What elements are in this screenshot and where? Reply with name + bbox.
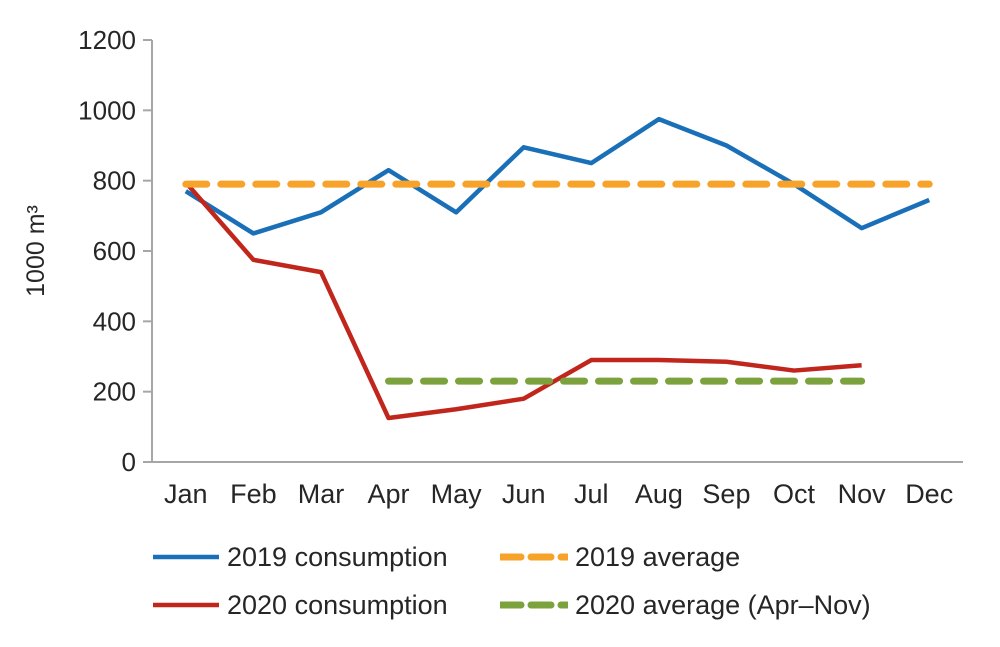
x-tick-label: Nov bbox=[838, 479, 887, 509]
series-line-1 bbox=[184, 180, 862, 421]
y-tick-label: 0 bbox=[122, 447, 136, 477]
x-tick-label: May bbox=[431, 479, 483, 509]
y-tick-label: 800 bbox=[93, 166, 136, 196]
y-tick-label: 1200 bbox=[78, 25, 136, 55]
x-tick-label: Aug bbox=[635, 479, 683, 509]
x-tick-label: Dec bbox=[905, 479, 953, 509]
x-tick-label: Apr bbox=[368, 479, 410, 509]
x-tick-label: Sep bbox=[702, 479, 750, 509]
y-tick-label: 1000 bbox=[78, 95, 136, 125]
x-tick-label: Mar bbox=[298, 479, 345, 509]
y-tick-label: 600 bbox=[93, 236, 136, 266]
y-tick-label: 200 bbox=[93, 377, 136, 407]
y-axis-title: 1000 m³ bbox=[22, 205, 50, 297]
x-tick-label: Jan bbox=[164, 479, 208, 509]
y-tick-label: 400 bbox=[93, 306, 136, 336]
x-tick-label: Feb bbox=[230, 479, 277, 509]
x-tick-label: Oct bbox=[773, 479, 816, 509]
series-line-0 bbox=[184, 116, 931, 236]
x-tick-label: Jun bbox=[502, 479, 546, 509]
x-tick-label: Jul bbox=[574, 479, 609, 509]
